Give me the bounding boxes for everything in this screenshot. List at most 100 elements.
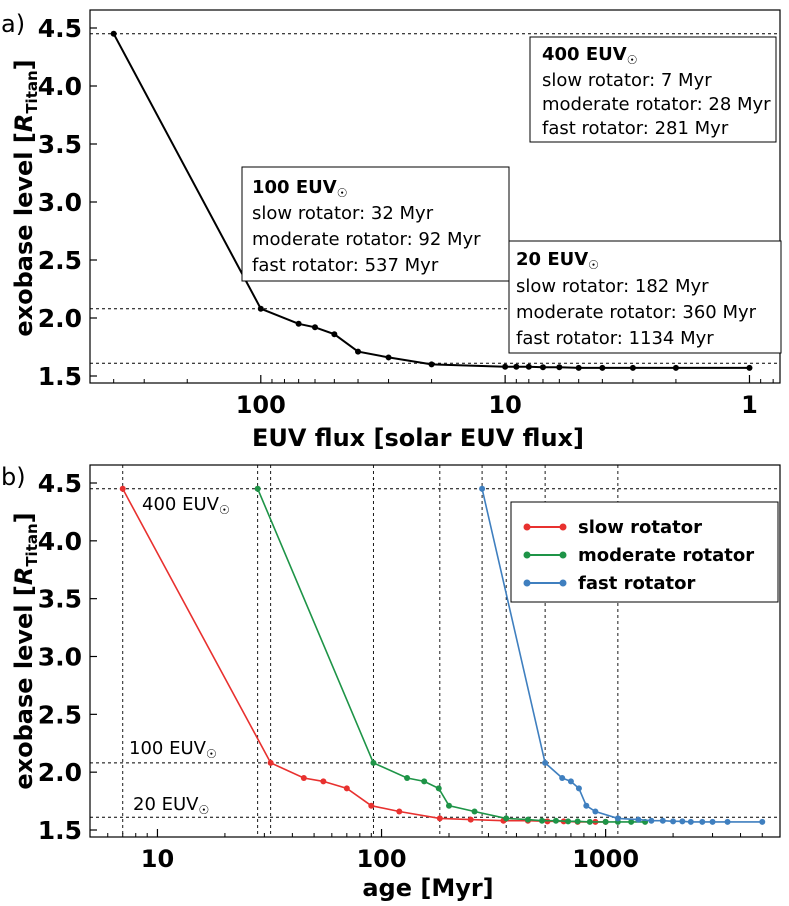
panel-a-point [331,331,338,338]
svg-text:100 EUV☉: 100 EUV☉ [129,738,217,761]
series-point-fast-rotator [635,816,642,823]
panel-a-point [502,363,509,370]
series-point-fast-rotator [614,815,621,822]
panel-b-x-axis-label: age [Myr] [362,874,493,902]
box-20-line-3: fast rotator: 1134 Myr [516,328,714,349]
panel-a-x-tick-label: 1 [741,391,758,419]
series-point-moderate-rotator [435,785,442,792]
series-point-moderate-rotator [254,485,261,492]
box-20-line-2: moderate rotator: 360 Myr [516,302,757,323]
box-400-title: 400 EUV [542,44,627,65]
series-point-slow-rotator [368,802,375,809]
panel-a-x-axis-label: EUV flux [solar EUV flux] [252,424,584,452]
box-100-euv: 100 EUV☉ slow rotator: 32 Myr moderate r… [241,166,510,282]
panel-b-y-tick-label: 3.5 [38,585,82,614]
series-point-moderate-rotator [538,817,545,824]
panel-a-y-tick-label: 1.5 [38,362,82,391]
series-point-fast-rotator [559,774,566,781]
legend-marker [559,551,567,559]
series-point-moderate-rotator [586,818,593,825]
panel-a-y-axis-label: exobase level [RTitan] [10,59,41,336]
panel-b-x-tick-label: 100 [356,845,406,873]
legend: slow rotator moderate rotator fast rotator [510,501,779,603]
svg-text:20 EUV☉: 20 EUV☉ [516,249,599,272]
panel-a-y-tick-label: 2.5 [38,246,82,275]
series-point-fast-rotator [479,485,486,492]
series-point-slow-rotator [320,778,327,785]
panel-a-y-tick-label: 3.0 [38,188,82,217]
box-100-line-1: slow rotator: 32 Myr [252,203,434,224]
series-point-moderate-rotator [565,818,572,825]
panel-a-plot-area: 1.5 2.0 2.5 3.0 3.5 4.0 4.5 100 10 1 [38,14,780,419]
legend-label-fast-rotator: fast rotator [578,573,696,594]
panel-b-y-tick-label: 3.0 [38,643,82,672]
panel-b-y-tick-label: 4.5 [38,469,82,498]
panel-a-letter: a) [1,10,25,38]
legend-label-moderate-rotator: moderate rotator [578,545,754,566]
series-point-moderate-rotator [421,778,428,785]
panel-b-y-tick-label: 2.0 [38,758,82,787]
annotation-20-euv: 20 EUV [133,794,199,815]
svg-text:100 EUV☉: 100 EUV☉ [252,177,347,200]
series-point-fast-rotator [567,778,574,785]
series-point-fast-rotator [759,818,766,825]
panel-a-point [355,348,362,355]
series-point-slow-rotator [396,808,403,815]
panel-a-frame [89,9,781,384]
series-point-moderate-rotator [628,818,635,825]
panel-b-plot-area: 1.5 2.0 2.5 3.0 3.5 4.0 4.5 10 100 1000 [38,465,780,873]
series-point-fast-rotator [575,785,582,792]
box-100-title: 100 EUV [252,177,337,198]
svg-text:20 EUV☉: 20 EUV☉ [133,794,209,817]
box-400-line-3: fast rotator: 281 Myr [542,118,729,139]
series-point-moderate-rotator [552,817,559,824]
series-point-fast-rotator [679,818,686,825]
panel-a-point [746,364,753,371]
box-20-line-1: slow rotator: 182 Myr [516,276,709,297]
panel-a-point [295,320,302,327]
series-point-fast-rotator [670,818,677,825]
series-point-moderate-rotator [404,774,411,781]
series-point-slow-rotator [467,816,474,823]
box-100-line-2: moderate rotator: 92 Myr [252,229,481,250]
legend-marker [559,579,567,587]
series-point-fast-rotator [699,818,706,825]
svg-text:400 EUV☉: 400 EUV☉ [542,44,637,67]
panel-a-point [575,364,582,371]
series-point-slow-rotator [119,485,126,492]
panel-a-point [257,305,264,312]
legend-marker [559,523,567,531]
series-point-fast-rotator [724,818,731,825]
panel-a-point [110,30,117,37]
box-20-title: 20 EUV [516,249,588,270]
box-400-line-1: slow rotator: 7 Myr [542,70,712,91]
panel-b: b) 1.5 2.0 2.5 3.0 3.5 4.0 4.5 10 100 1000 exobas… [1,463,781,902]
panel-a-y-tick-label: 4.5 [38,14,82,43]
panel-a-point [428,361,435,368]
legend-frame [510,501,779,603]
panel-a-point [311,324,318,331]
panel-b-y-tick-label: 4.0 [38,527,82,556]
series-point-slow-rotator [436,815,443,822]
series-point-slow-rotator [267,759,274,766]
series-point-fast-rotator [592,808,599,815]
box-400-line-2: moderate rotator: 28 Myr [542,94,771,115]
box-400-euv: 400 EUV☉ slow rotator: 7 Myr moderate ro… [529,36,777,143]
svg-text:400 EUV☉: 400 EUV☉ [142,494,230,517]
panel-a-y-tick-label: 3.5 [38,130,82,159]
panel-a-point [672,364,679,371]
series-point-moderate-rotator [445,802,452,809]
panel-a: a) 1.5 2.0 2.5 3.0 3.5 4.0 4.5 100 10 1 exobase l… [1,9,782,452]
box-100-line-3: fast rotator: 537 Myr [252,255,439,276]
panel-a-point [599,364,606,371]
series-point-slow-rotator [300,774,307,781]
panel-a-point [385,354,392,361]
series-point-moderate-rotator [574,818,581,825]
annotation-400-euv: 400 EUV [142,494,220,515]
annotation-100-euv: 100 EUV [129,738,207,759]
panel-a-x-tick-label: 100 [236,391,286,419]
box-20-euv: 20 EUV☉ slow rotator: 182 Myr moderate r… [508,240,782,354]
panel-b-frame [89,464,781,838]
legend-marker [523,579,531,587]
